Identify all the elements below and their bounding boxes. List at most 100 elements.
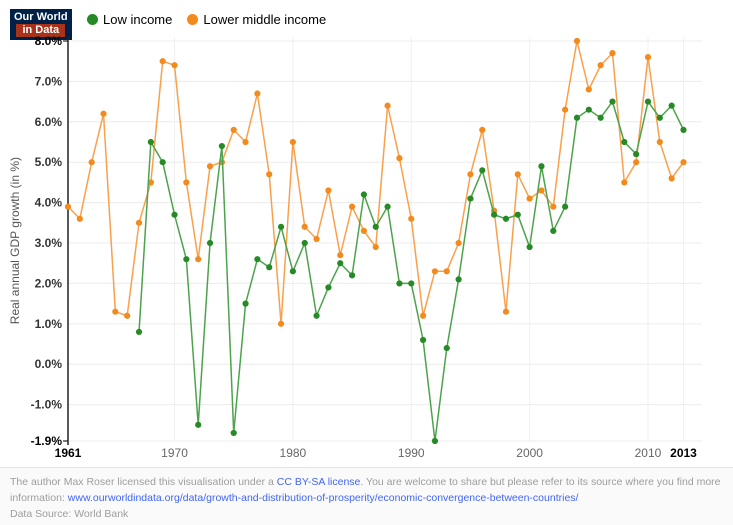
data-point[interactable] [621,179,628,186]
data-point[interactable] [147,179,154,186]
data-point[interactable] [384,203,391,210]
data-point[interactable] [396,280,403,287]
data-point[interactable] [491,211,498,218]
data-point[interactable] [526,243,533,251]
data-point[interactable] [289,268,296,275]
data-point[interactable] [159,58,166,65]
data-point[interactable] [467,171,474,178]
data-point[interactable] [360,227,368,234]
data-point[interactable] [384,102,391,109]
data-point[interactable] [277,320,285,327]
data-point[interactable] [360,191,368,198]
legend-item-lower-middle-income[interactable]: Lower middle income [187,12,326,27]
data-point[interactable] [159,159,166,166]
data-point[interactable] [502,215,510,222]
chart-canvas[interactable]: 8.0% 7.0% 6.0% 5.0% 4.0% 3.0% 2.0% 1.0% 0.0% -1.0… [0,0,733,465]
legend-item-low-income[interactable]: Low income [87,12,172,27]
data-point[interactable] [183,179,190,186]
data-point[interactable] [183,256,190,263]
data-point[interactable] [277,223,285,230]
data-point[interactable] [514,211,521,218]
data-point[interactable] [100,110,107,117]
data-point[interactable] [396,155,403,162]
data-point[interactable] [479,126,486,133]
data-point[interactable] [266,171,273,178]
data-point[interactable] [668,102,675,109]
data-point[interactable] [526,195,533,202]
data-point[interactable] [633,159,640,166]
data-point[interactable] [64,203,72,210]
data-point[interactable] [206,239,214,247]
data-point[interactable] [668,175,675,182]
data-point[interactable] [585,86,592,93]
data-point[interactable] [644,98,652,105]
cc-license-link[interactable]: CC BY-SA license [276,476,361,488]
data-point[interactable] [218,142,225,150]
data-point[interactable] [254,256,261,263]
data-point[interactable] [289,138,296,146]
data-point[interactable] [372,243,379,251]
data-point[interactable] [455,239,462,247]
data-point[interactable] [419,312,427,319]
data-point[interactable] [301,239,308,247]
data-point[interactable] [621,138,628,146]
data-point[interactable] [408,215,415,222]
data-point[interactable] [573,37,581,45]
data-point[interactable] [206,163,214,170]
owid-logo[interactable]: Our World in Data [10,9,72,40]
data-point[interactable] [514,171,521,178]
data-point[interactable] [348,272,356,279]
data-point[interactable] [479,167,486,174]
data-point[interactable] [538,187,545,194]
data-point[interactable] [88,159,95,166]
data-point[interactable] [337,260,344,267]
data-point[interactable] [644,54,652,61]
data-point[interactable] [609,98,616,105]
data-point[interactable] [562,106,569,113]
data-point[interactable] [419,336,427,344]
source-url-link[interactable]: www.ourworldindata.org/data/growth-and-d… [67,491,579,504]
data-point[interactable] [502,308,510,315]
data-point[interactable] [313,235,320,243]
data-point[interactable] [585,106,592,113]
data-point[interactable] [76,215,83,222]
data-point[interactable] [408,280,415,287]
data-point[interactable] [195,421,202,428]
data-point[interactable] [597,114,604,121]
data-point[interactable] [550,203,557,210]
data-point[interactable] [609,50,616,57]
data-point[interactable] [195,256,202,263]
data-point[interactable] [656,138,663,146]
data-point[interactable] [124,312,131,319]
data-point[interactable] [254,90,261,97]
data-point[interactable] [171,62,178,69]
data-point[interactable] [135,328,143,336]
data-point[interactable] [171,211,178,218]
data-point[interactable] [135,219,143,226]
data-point[interactable] [550,227,557,234]
data-point[interactable] [443,344,450,352]
data-point[interactable] [301,223,308,230]
data-point[interactable] [573,114,581,121]
data-point[interactable] [680,126,687,133]
data-point[interactable] [431,268,439,275]
data-point[interactable] [372,223,379,230]
data-point[interactable] [633,151,640,158]
data-point[interactable] [230,429,237,437]
data-point[interactable] [443,268,450,275]
data-point[interactable] [431,437,439,445]
data-point[interactable] [680,159,687,166]
data-point[interactable] [242,138,249,146]
data-point[interactable] [656,114,663,121]
data-point[interactable] [467,195,474,202]
data-point[interactable] [348,203,356,210]
data-point[interactable] [325,284,332,291]
data-point[interactable] [455,276,462,283]
data-point[interactable] [313,312,320,319]
data-point[interactable] [147,138,154,146]
data-point[interactable] [597,62,604,69]
data-point[interactable] [230,126,237,133]
data-point[interactable] [325,187,332,194]
data-point[interactable] [538,163,545,170]
data-point[interactable] [562,203,569,210]
